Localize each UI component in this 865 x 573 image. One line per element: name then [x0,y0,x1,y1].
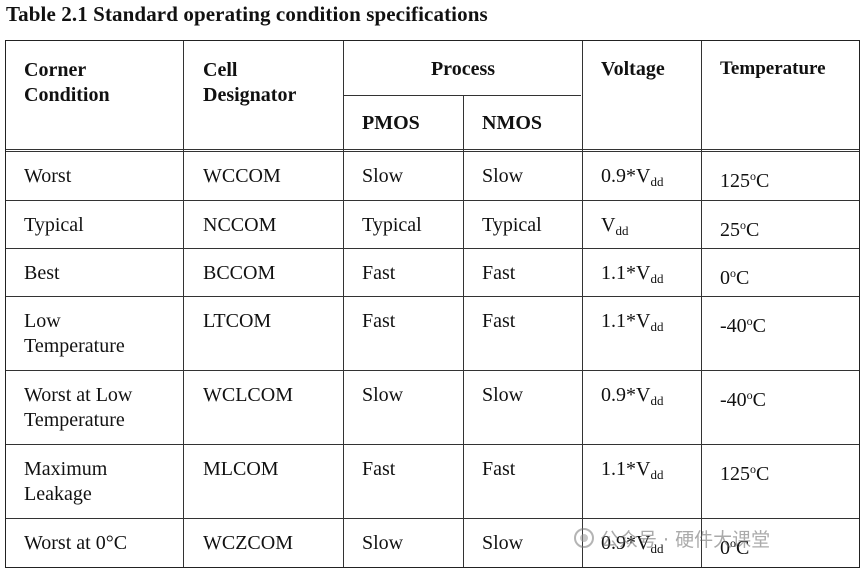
corner-condition-cell: Worst [24,165,72,187]
nmos-cell: Fast [482,310,516,332]
column-divider [463,95,464,567]
table-caption: Table 2.1 Standard operating condition s… [6,2,488,26]
cell-designator-cell: WCZCOM [203,532,293,554]
header-cell-designator: Cell Designator [203,59,297,106]
corner-condition-cell: Low Temperature [24,310,125,357]
pmos-cell: Fast [362,310,396,332]
column-divider [343,41,344,567]
nmos-cell: Slow [482,384,524,406]
voltage-cell: 0.9*Vdd [601,165,664,189]
cell-designator-cell: WCLCOM [203,384,293,406]
row-divider [6,444,859,445]
process-subheader-divider [343,95,581,96]
voltage-cell: 0.9*Vdd [601,384,664,408]
watermark-text: 公众号 · 硬件大课堂 [600,528,771,551]
temperature-cell: 125oC [720,169,770,192]
corner-condition-cell: Maximum Leakage [24,458,108,505]
header-nmos: NMOS [482,112,542,134]
cell-designator-cell: MLCOM [203,458,279,480]
row-divider [6,248,859,249]
header-pmos: PMOS [362,112,420,134]
temperature-cell: -40oC [720,314,767,337]
row-divider [6,296,859,297]
header-voltage: Voltage [601,58,665,80]
column-divider [582,41,583,567]
watermark: 公众号 · 硬件大课堂 [574,526,771,551]
pmos-cell: Fast [362,458,396,480]
temperature-cell: 25oC [720,218,760,241]
wechat-official-account-icon [574,528,594,548]
voltage-cell: 0.9*Vdd [601,532,664,556]
nmos-cell: Fast [482,458,516,480]
cell-designator-cell: WCCOM [203,165,281,187]
nmos-cell: Slow [482,532,524,554]
voltage-cell: Vdd [601,214,629,238]
corner-condition-cell: Worst at 0°C [24,532,128,554]
temperature-cell: 0oC [720,266,750,289]
pmos-cell: Fast [362,262,396,284]
column-divider [701,41,702,567]
voltage-cell: 1.1*Vdd [601,262,664,286]
voltage-cell: 1.1*Vdd [601,458,664,482]
temperature-cell: 125oC [720,462,770,485]
nmos-cell: Typical [482,214,542,236]
nmos-cell: Slow [482,165,524,187]
header-corner-condition: Corner Condition [24,59,110,106]
header-body-divider [6,149,859,152]
temperature-cell: 0oC [720,536,750,559]
row-divider [6,518,859,519]
pmos-cell: Typical [362,214,422,236]
corner-condition-cell: Typical [24,214,84,236]
row-divider [6,200,859,201]
cell-designator-cell: BCCOM [203,262,276,284]
cell-designator-cell: LTCOM [203,310,272,332]
cell-designator-cell: NCCOM [203,214,277,236]
voltage-cell: 1.1*Vdd [601,310,664,334]
nmos-cell: Fast [482,262,516,284]
row-divider [6,370,859,371]
column-divider [183,41,184,567]
operating-conditions-table: Corner Condition Cell Designator Process P… [5,40,860,568]
corner-condition-cell: Worst at Low Temperature [24,384,133,431]
header-process: Process [430,58,496,80]
pmos-cell: Slow [362,532,404,554]
corner-condition-cell: Best [24,262,60,284]
pmos-cell: Slow [362,384,404,406]
temperature-cell: -40oC [720,388,767,411]
pmos-cell: Slow [362,165,404,187]
header-temperature: Temperature [720,58,826,79]
